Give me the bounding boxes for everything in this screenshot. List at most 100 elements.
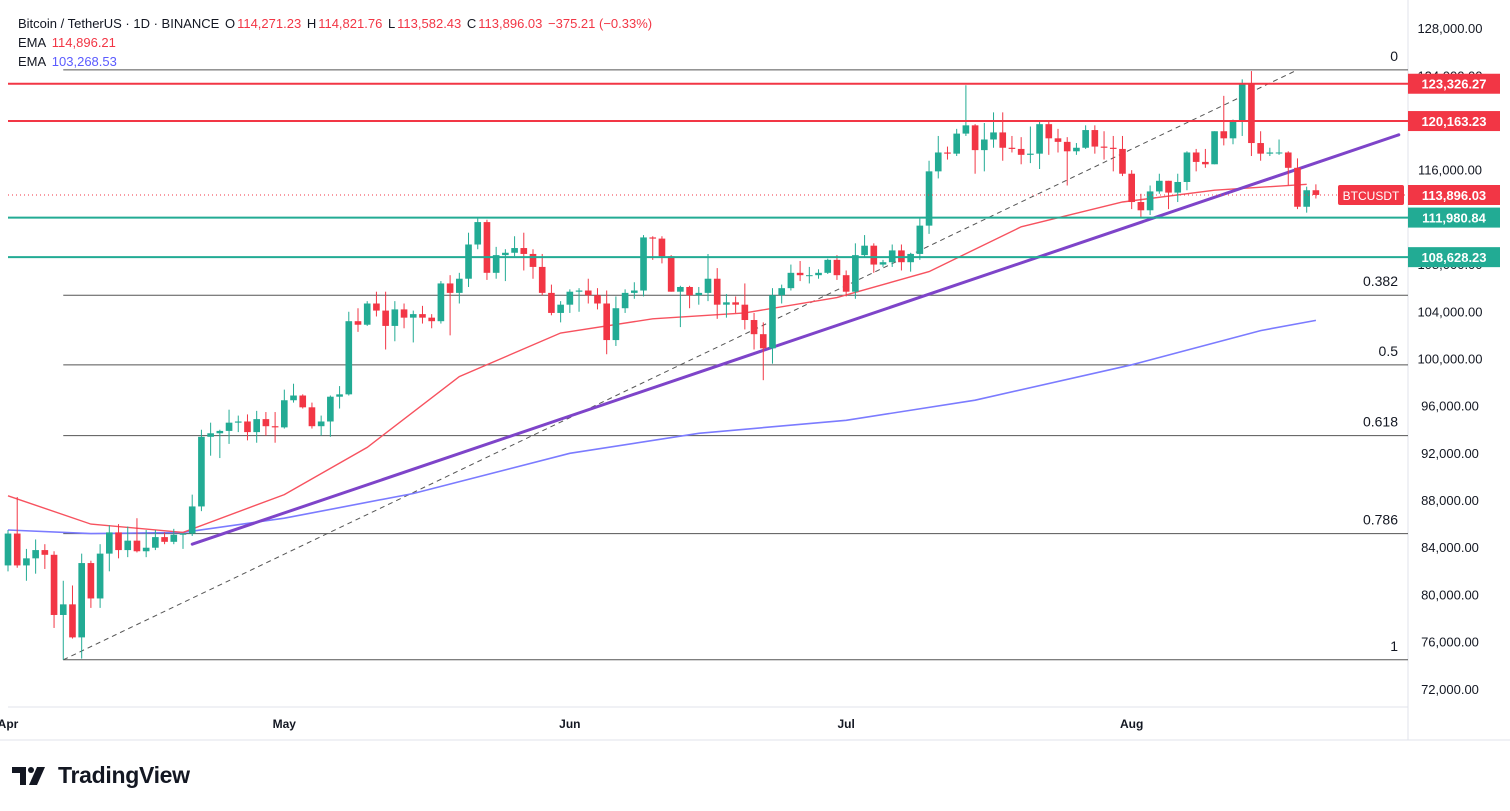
- candle: [815, 269, 822, 279]
- candle-body: [483, 222, 491, 273]
- candle: [1211, 131, 1218, 165]
- candle-body: [944, 152, 951, 154]
- candle: [409, 310, 417, 343]
- candle: [529, 249, 537, 279]
- price-tag-box: [1408, 73, 1500, 94]
- candle: [1109, 135, 1117, 172]
- candle: [806, 266, 813, 284]
- candle: [1054, 128, 1062, 153]
- candle: [1045, 121, 1053, 155]
- candle-body: [363, 303, 371, 325]
- candle: [456, 272, 463, 304]
- symbol-tag-label: BTCUSDT: [1343, 189, 1400, 203]
- open-label: O: [224, 16, 236, 31]
- candle: [769, 288, 776, 364]
- symbol-title[interactable]: Bitcoin / TetherUS · 1D · BINANCE: [18, 16, 220, 31]
- candle: [299, 394, 307, 409]
- candle: [704, 253, 712, 302]
- candle: [483, 219, 491, 280]
- candle-body: [925, 171, 933, 226]
- candle-body: [934, 152, 942, 172]
- candle: [677, 285, 684, 328]
- fib-trend-dashed-line: [63, 69, 1298, 661]
- candle-body: [1073, 147, 1080, 152]
- candle-body: [336, 394, 343, 397]
- candle-body: [732, 302, 739, 305]
- y-tick-label: 72,000.00: [1421, 682, 1479, 697]
- high-value: 114,821.76: [318, 16, 383, 31]
- candle: [345, 311, 353, 396]
- candle-body: [474, 222, 482, 245]
- candle: [1063, 137, 1071, 186]
- candle: [621, 289, 629, 313]
- candle-body: [511, 248, 518, 253]
- candle: [750, 312, 758, 350]
- x-tick-label: Apr: [0, 717, 19, 731]
- candle: [640, 235, 647, 297]
- candle: [244, 414, 251, 441]
- candle: [382, 291, 389, 350]
- tradingview-brand[interactable]: TradingView: [10, 762, 190, 789]
- candle: [971, 124, 979, 174]
- candle: [1100, 131, 1108, 160]
- y-tick-label: 88,000.00: [1421, 493, 1479, 508]
- candle-body: [32, 550, 39, 559]
- candle-body: [281, 400, 288, 428]
- candle-body: [69, 604, 76, 638]
- candle: [142, 530, 150, 558]
- last-price-tag-label: 113,896.03: [1422, 188, 1486, 203]
- candle: [667, 255, 675, 292]
- candle-body: [373, 303, 380, 311]
- price-tag-label: 108,628.23: [1421, 250, 1486, 265]
- candle: [916, 218, 924, 260]
- candle: [778, 284, 785, 304]
- open-value: 114,271.23: [237, 16, 302, 31]
- price-tag-box: [1408, 247, 1500, 268]
- candle: [1248, 71, 1255, 157]
- candle-body: [870, 245, 878, 265]
- candle: [1146, 185, 1154, 216]
- x-tick-label: Jun: [559, 717, 580, 731]
- candle: [391, 301, 399, 342]
- candle-body: [1257, 143, 1264, 154]
- candle: [428, 314, 435, 329]
- candle-body: [1146, 191, 1154, 211]
- candle: [106, 525, 113, 572]
- candle-body: [23, 558, 30, 566]
- high-label: H: [306, 16, 317, 31]
- candle-body: [1091, 130, 1099, 147]
- candle: [612, 296, 620, 346]
- candle: [1275, 139, 1283, 155]
- candle-body: [861, 245, 868, 256]
- y-tick-label: 104,000.00: [1417, 304, 1482, 319]
- candle: [327, 395, 334, 437]
- candle: [161, 532, 168, 545]
- candle: [152, 530, 159, 551]
- candle: [363, 301, 371, 326]
- candle: [373, 291, 380, 317]
- price-tag-box: [1408, 111, 1500, 132]
- fib-level-label: 0.382: [1363, 273, 1398, 289]
- candle-body: [1266, 152, 1274, 154]
- candle: [584, 278, 592, 304]
- candle-body: [842, 275, 850, 292]
- candle-body: [1036, 124, 1043, 154]
- y-tick-label: 96,000.00: [1421, 399, 1479, 414]
- candle-body: [179, 533, 187, 535]
- candle-body: [787, 272, 795, 289]
- candle: [511, 236, 518, 257]
- candle-body: [990, 132, 997, 140]
- candle-body: [133, 540, 141, 552]
- candle-body: [106, 532, 113, 554]
- candle-body: [1109, 147, 1117, 149]
- legend-ema-fast[interactable]: EMA 114,896.21: [18, 33, 654, 52]
- legend-ema-slow[interactable]: EMA 103,268.53: [18, 52, 654, 71]
- candle-body: [695, 292, 703, 296]
- candle-body: [594, 295, 601, 304]
- candle: [1174, 173, 1182, 203]
- candle: [1082, 125, 1089, 149]
- candle: [520, 232, 528, 271]
- candle-body: [1017, 148, 1025, 155]
